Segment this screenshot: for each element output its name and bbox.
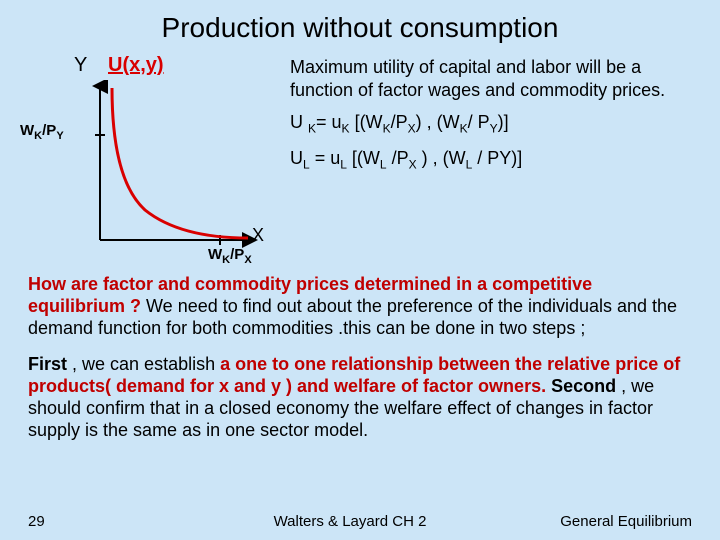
paragraph-2: First , we can establish a one to one re… [0,340,720,442]
chart-svg [90,80,270,260]
paragraph-1: How are factor and commodity prices dete… [0,270,720,340]
page-title: Production without consumption [0,0,720,50]
first-label: First [28,354,67,374]
wkpy-label: WK/PY [20,122,64,142]
second-label: Second [546,376,616,396]
utility-curve-label: U(x,y) [108,54,164,77]
footer-center: Walters & Layard CH 2 [178,513,522,530]
intro-text: Maximum utility of capital and labor wil… [290,56,700,101]
upper-row: Y U(x,y) WK/PY X WK/PX [0,50,720,270]
footer: 29 Walters & Layard CH 2 General Equilib… [0,513,720,530]
graph-area: Y U(x,y) WK/PY X WK/PX [20,50,280,270]
footer-right: General Equilibrium [522,513,692,530]
equation-ul: UL = uL [(WL /PX ) , (WL / PY)] [290,147,700,173]
equation-uk: U K= uK [(WK/PX) , (WK/ PY)] [290,111,700,137]
right-text-block: Maximum utility of capital and labor wil… [280,50,700,270]
utility-curve [112,88,248,238]
page-number: 29 [28,513,178,530]
y-axis-label: Y [74,54,87,77]
para2-txt1: , we can establish [67,354,220,374]
